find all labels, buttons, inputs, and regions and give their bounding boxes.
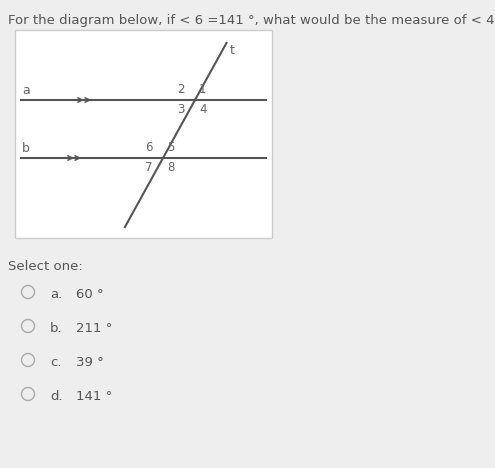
- Text: b.: b.: [50, 322, 63, 335]
- Text: 39 °: 39 °: [76, 356, 104, 369]
- Text: 6: 6: [146, 141, 153, 154]
- Text: 8: 8: [167, 161, 174, 174]
- Text: 141 °: 141 °: [76, 390, 112, 403]
- Text: t: t: [230, 44, 235, 57]
- Text: d.: d.: [50, 390, 63, 403]
- Bar: [15, 30, 272, 238]
- Text: 1: 1: [199, 83, 206, 96]
- Text: 4: 4: [199, 103, 206, 116]
- Text: 2: 2: [178, 83, 185, 96]
- Text: Select one:: Select one:: [8, 260, 83, 273]
- Text: a.: a.: [50, 288, 62, 301]
- Text: 3: 3: [178, 103, 185, 116]
- Text: a: a: [22, 84, 30, 97]
- Text: 60 °: 60 °: [76, 288, 103, 301]
- Text: 211 °: 211 °: [76, 322, 112, 335]
- Text: 7: 7: [146, 161, 153, 174]
- Text: c.: c.: [50, 356, 61, 369]
- Text: 5: 5: [167, 141, 174, 154]
- Text: b: b: [22, 142, 30, 155]
- Text: For the diagram below, if < 6 =141 °, what would be the measure of < 4 ?: For the diagram below, if < 6 =141 °, wh…: [8, 14, 495, 27]
